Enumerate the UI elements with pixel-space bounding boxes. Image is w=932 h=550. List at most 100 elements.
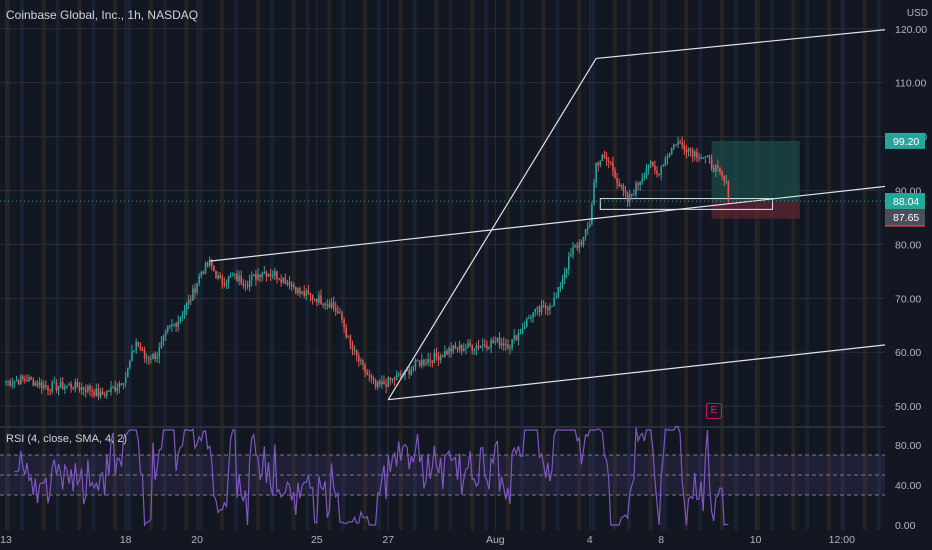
candle-body (89, 385, 91, 391)
candle-body (645, 169, 648, 176)
candle-body (565, 269, 568, 274)
candle-body (429, 359, 431, 361)
candle-body (59, 381, 62, 387)
candle-body (313, 299, 316, 301)
candle-body (576, 245, 578, 248)
candle-body (332, 302, 335, 308)
candle-body (116, 387, 119, 391)
entry-box[interactable] (599, 198, 773, 210)
candle-body (643, 175, 646, 179)
candle-body (689, 148, 692, 151)
channel-line[interactable] (596, 25, 922, 60)
candle-body (349, 336, 352, 346)
candle-body (442, 355, 444, 357)
candle-body (305, 290, 308, 296)
candle-body (154, 353, 156, 359)
candle-body (675, 144, 677, 146)
candle-body (463, 349, 465, 351)
postmarket-stripe (769, 0, 774, 530)
candle-body (137, 342, 140, 346)
candle-body (673, 144, 675, 149)
postmarket-stripe (626, 0, 631, 530)
candle-body (439, 355, 442, 361)
candle-body (232, 275, 234, 277)
candle-body (446, 351, 448, 355)
premarket-stripe (470, 0, 475, 530)
candle-body (152, 353, 154, 359)
candle-body (219, 275, 221, 279)
candle-body (408, 369, 410, 375)
candle-body (330, 302, 333, 308)
candle-body (13, 381, 16, 384)
postmarket-stripe (662, 0, 667, 530)
candle-body (85, 389, 87, 392)
candle-body (423, 359, 425, 365)
candle-body (505, 344, 507, 346)
candle-body (387, 377, 389, 387)
candle-body (204, 262, 207, 274)
candle-body (681, 142, 683, 146)
candle-body (246, 285, 249, 287)
premarket-stripe (505, 0, 510, 530)
price-tick-label: 120.00 (895, 24, 927, 36)
postmarket-stripe (805, 0, 810, 530)
currency-label: USD (906, 8, 928, 19)
candle-body (465, 347, 467, 350)
candle-body (158, 347, 161, 358)
candle-body (355, 350, 358, 356)
premarket-stripe (148, 0, 153, 530)
candle-body (448, 348, 450, 355)
candle-body (580, 242, 583, 245)
candle-body (80, 387, 83, 390)
candle-body (175, 323, 177, 327)
candle-body (318, 295, 320, 303)
candles (5, 136, 730, 401)
channel-line[interactable] (209, 181, 922, 262)
position-tool[interactable] (599, 140, 800, 219)
channel-line[interactable] (388, 340, 922, 401)
candle-body (198, 275, 200, 284)
candle-body (32, 379, 35, 386)
candle-body (481, 344, 484, 346)
candle-body (683, 145, 686, 151)
earnings-event-badge[interactable]: E (706, 403, 722, 419)
candle-body (145, 357, 148, 359)
channel-line[interactable] (387, 58, 597, 400)
candle-body (601, 154, 604, 162)
candle-body (450, 348, 452, 352)
trend-channels[interactable] (209, 25, 922, 401)
candle-body (166, 327, 169, 332)
candle-body (603, 154, 606, 158)
candle-body (406, 369, 408, 371)
rsi-tick-label: 40.00 (895, 480, 921, 492)
candle-body (337, 311, 339, 314)
postmarket-stripe (20, 0, 24, 530)
candle-body (421, 359, 423, 366)
alt-price-tag-bg (885, 209, 925, 226)
candle-body (156, 357, 158, 359)
candle-body (223, 283, 226, 285)
candle-body (202, 271, 205, 274)
candle-body (61, 381, 64, 390)
candle-body (339, 312, 341, 314)
candle-body (124, 377, 127, 384)
candle-body (679, 142, 681, 144)
candle-body (389, 377, 392, 381)
price-axis[interactable]: 120.00110.00100.0090.0080.0070.0060.0050… (885, 0, 932, 550)
candle-body (584, 229, 587, 237)
candle-body (622, 185, 625, 191)
candle-body (347, 336, 350, 338)
candle-body (64, 386, 66, 390)
candle-body (47, 386, 49, 391)
candle-body (76, 381, 79, 388)
target-zone[interactable] (711, 140, 800, 202)
time-axis[interactable]: 13 18 20 25 27 Aug 4 8 10 12:00 (0, 530, 932, 550)
candle-body (479, 345, 482, 348)
price-axis-bg (885, 0, 932, 550)
candle-body (36, 382, 39, 386)
candle-body (687, 148, 690, 153)
candle-body (519, 332, 522, 334)
candle-body (526, 318, 528, 327)
candle-body (173, 323, 175, 325)
